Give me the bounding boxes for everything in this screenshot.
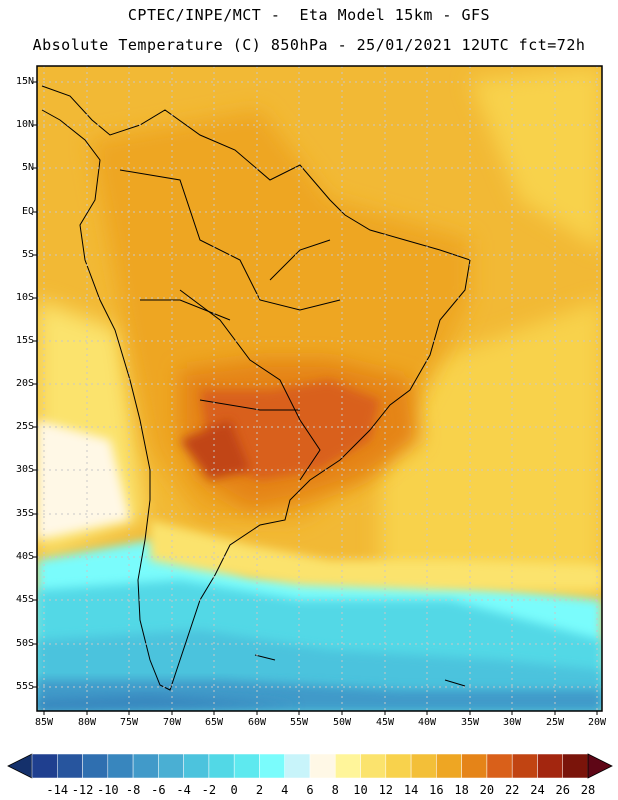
colorbar-label: 8 bbox=[331, 783, 339, 797]
lat-label: 30S bbox=[15, 464, 34, 475]
colorbar-label: 28 bbox=[580, 783, 596, 797]
colorbar-swatch bbox=[259, 753, 285, 779]
lat-label: 15N bbox=[15, 76, 34, 87]
colorbar-label: -6 bbox=[151, 783, 166, 797]
colorbar-label: 18 bbox=[454, 783, 469, 797]
colorbar-swatch bbox=[132, 753, 159, 779]
lon-label: 80W bbox=[77, 717, 97, 728]
colorbar-label: 0 bbox=[230, 783, 238, 797]
colorbar-swatch bbox=[233, 753, 260, 779]
colorbar-label: 20 bbox=[479, 783, 495, 797]
colorbar-swatch bbox=[511, 753, 538, 779]
chart-subtitle: Absolute Temperature (C) 850hPa - 25/01/… bbox=[32, 36, 586, 54]
lat-label: EQ bbox=[21, 206, 34, 217]
lat-label: 25S bbox=[15, 421, 34, 432]
coastlines bbox=[41, 85, 471, 691]
lon-label: 55W bbox=[289, 717, 309, 728]
lon-label: 25W bbox=[545, 717, 565, 728]
colorbar-swatch bbox=[31, 753, 58, 779]
colorbar-label: -10 bbox=[96, 783, 119, 797]
lat-label: 10S bbox=[15, 292, 34, 303]
colorbar-label: 6 bbox=[306, 783, 314, 797]
lon-label: 35W bbox=[460, 717, 480, 728]
colorbar-swatch bbox=[309, 753, 336, 779]
colorbar-swatch bbox=[436, 753, 462, 779]
lat-label: 40S bbox=[15, 551, 34, 562]
colorbar-label: 10 bbox=[353, 783, 368, 797]
lat-label: 35S bbox=[15, 508, 34, 519]
lon-label: 60W bbox=[247, 717, 267, 728]
colorbar-swatch bbox=[562, 753, 589, 779]
lat-label: 50S bbox=[15, 638, 34, 649]
chart-title: CPTEC/INPE/MCT - Eta Model 15km - GFS bbox=[127, 6, 491, 24]
lon-label: 40W bbox=[417, 717, 437, 728]
colorbar-swatch bbox=[537, 753, 563, 779]
map-frame bbox=[36, 65, 603, 712]
colorbar-swatch bbox=[284, 753, 311, 779]
colorbar-label: 4 bbox=[281, 783, 289, 797]
colorbar-swatch bbox=[486, 753, 513, 779]
colorbar-swatch bbox=[208, 753, 235, 779]
lat-label: 55S bbox=[15, 681, 34, 692]
colorbar-label: 12 bbox=[378, 783, 394, 797]
colorbar-swatch bbox=[385, 753, 412, 779]
colorbar-label: -4 bbox=[176, 783, 191, 797]
colorbar-swatch bbox=[360, 753, 387, 779]
colorbar-swatch bbox=[461, 753, 488, 779]
colorbar-label: 22 bbox=[504, 783, 520, 797]
colorbar-label: 26 bbox=[555, 783, 570, 797]
lon-label: 85W bbox=[34, 717, 54, 728]
lat-label: 5N bbox=[21, 162, 34, 173]
colorbar-swatch bbox=[57, 753, 83, 779]
colorbar-label: -12 bbox=[71, 783, 94, 797]
lat-label: 10N bbox=[15, 119, 34, 130]
colorbar-under-arrow bbox=[7, 753, 33, 779]
colorbar-swatch bbox=[183, 753, 210, 779]
lat-label: 15S bbox=[15, 335, 34, 346]
lon-label: 50W bbox=[332, 717, 352, 728]
temperature-field bbox=[37, 66, 602, 711]
colorbar-label: -2 bbox=[201, 783, 217, 797]
colorbar-swatch bbox=[82, 753, 109, 779]
colorbar-swatch bbox=[410, 753, 437, 779]
colorbar-label: 24 bbox=[530, 783, 545, 797]
colorbar-label: -8 bbox=[125, 783, 141, 797]
axis-ticks bbox=[33, 81, 598, 715]
colorbar bbox=[7, 753, 613, 779]
colorbar-swatch bbox=[158, 753, 184, 779]
map-grid bbox=[37, 66, 602, 711]
colorbar-label: 2 bbox=[255, 783, 264, 797]
lat-label: 45S bbox=[15, 594, 34, 605]
lon-label: 70W bbox=[162, 717, 182, 728]
lon-label: 65W bbox=[204, 717, 224, 728]
colorbar-over-arrow bbox=[587, 753, 613, 779]
lon-label: 45W bbox=[375, 717, 395, 728]
colorbar-label: -14 bbox=[46, 783, 69, 797]
lon-label: 20W bbox=[587, 717, 607, 728]
lon-label: 75W bbox=[119, 717, 139, 728]
colorbar-swatch bbox=[335, 753, 361, 779]
colorbar-swatch bbox=[107, 753, 134, 779]
lon-label: 30W bbox=[502, 717, 522, 728]
lat-label: 5S bbox=[21, 249, 34, 260]
colorbar-label: 16 bbox=[429, 783, 444, 797]
lat-label: 20S bbox=[15, 378, 34, 389]
colorbar-label: 14 bbox=[403, 783, 419, 797]
